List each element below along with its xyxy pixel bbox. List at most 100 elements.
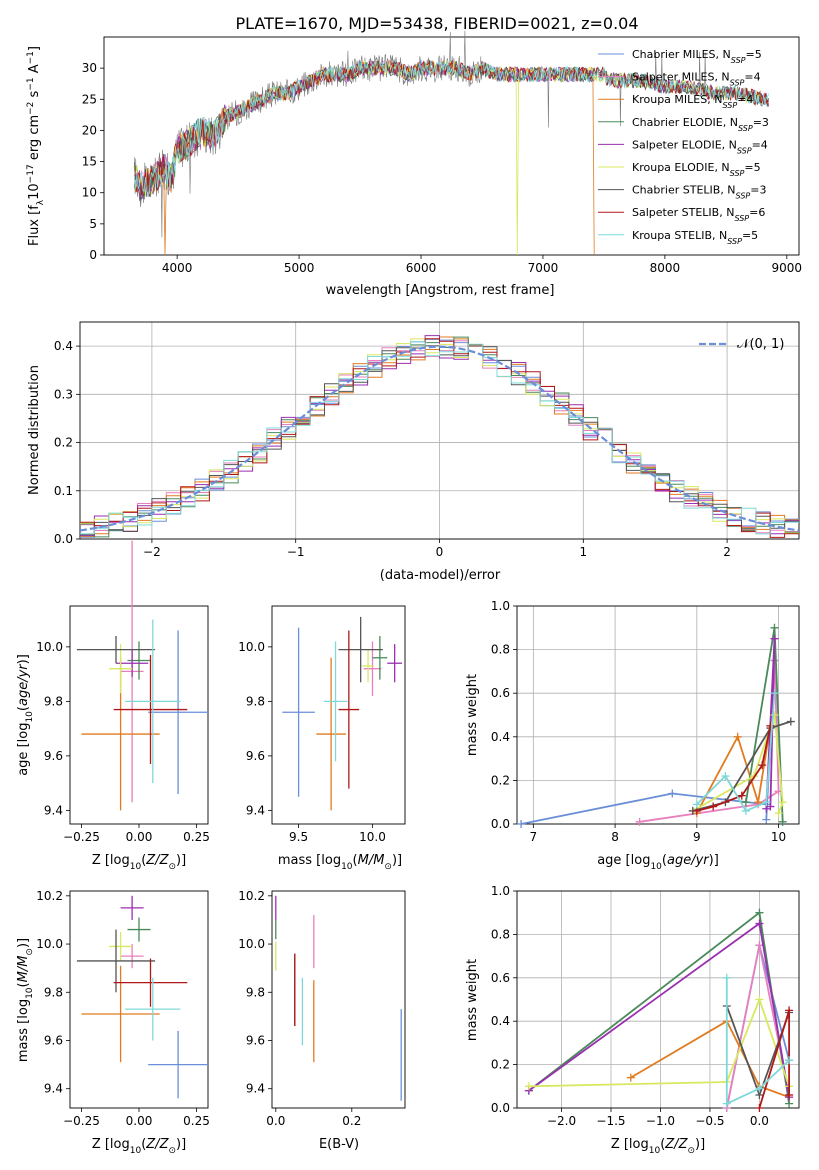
data-point-marker [755,1104,764,1112]
errorbar-plot-age-vs-Z [76,540,208,811]
data-point-marker [733,732,742,741]
errorbar-point [148,630,208,795]
errorbar-point [363,641,382,696]
y-tick-label: 30 [82,61,97,75]
x-tick-label: 8 [611,830,619,844]
y-tick-label: 0.8 [491,643,510,657]
y-tick-label: 5 [89,217,97,231]
errorbar-point [120,895,144,920]
y-tick-label: 0.1 [54,484,73,498]
errorbar-point [125,619,181,784]
data-point-marker [755,1084,764,1093]
y-axis-label: mass weight [465,674,480,756]
legend-entry: Kroupa ELODIE, NSSP=5 [632,161,761,178]
y-tick-label: 1.0 [491,884,510,898]
data-point-marker [524,1082,533,1091]
x-axis-label: age [log10(age/yr)] [597,853,719,872]
line-plot-massweight-vs-Z [524,908,794,1112]
errorbar-point [76,929,156,993]
axes-mass-vs-EBV: 0.0 0.2 9.4 9.6 9.8 10.0 10.2 [238,889,406,1128]
figure-title: PLATE=1670, MJD=53438, FIBERID=0021, z=0… [235,14,638,33]
y-tick-label: 0.4 [491,1014,510,1028]
y-tick-label: 0 [89,248,97,262]
data-point-marker [668,789,677,798]
y-tick-label: 15 [82,155,97,169]
plot-frame [69,605,209,825]
x-tick-label: 0.25 [183,830,210,844]
data-point-marker [737,791,746,800]
x-axis-label: E(B-V) [319,1137,359,1152]
x-tick-label: 9000 [772,261,803,275]
data-point-marker [721,772,730,781]
errorbar-point [338,616,383,683]
axes-mass-vs-Z: −0.25 0.00 0.25 9.4 9.6 9.8 10.0 10.2 [36,889,210,1128]
y-tick-label: 20 [82,123,97,137]
data-point-marker [762,815,771,824]
y-axis-label: Normed distribution [27,365,42,495]
y-axis-label: Flux [fλ10−17 erg cm−2 s−1 A−1] [26,46,46,246]
line-plot-massweight-vs-age [517,623,795,828]
legend-entry: 𝒩(0, 1) [737,337,784,352]
model-spectrum-line [134,60,595,256]
axes-spectrum: 4000 5000 6000 7000 8000 9000 0 5 10 15 20 25 30 [82,36,803,275]
axes-age-vs-Z: −0.25 0.00 0.25 9.4 9.6 9.8 10.0 [36,605,210,844]
data-point-marker [755,941,764,950]
errorbar-point [127,917,151,942]
x-tick-label: 2 [723,545,731,559]
data-point-marker [770,623,779,632]
y-tick-label: 9.4 [44,1082,63,1096]
y-tick-label: 9.6 [246,1033,265,1047]
y-tick-label: 9.8 [44,694,63,708]
data-point-marker [770,634,779,643]
data-point-marker [786,717,795,726]
errorbar-plot-mass-vs-Z [76,895,208,1099]
legend-entry: Salpeter MILES, NSSP=4 [632,71,761,88]
axes-massweight-vs-age: 7 8 9 10 0.0 0.2 0.4 0.6 0.8 1.0 [491,599,800,844]
x-axis-label: Z [log10(Z/Z⊙)] [92,853,186,872]
y-axis-label: age [log10(age/yr)] [16,654,35,776]
errorbar-point [338,630,360,789]
legend-entry: Chabrier ELODIE, NSSP=3 [632,116,769,133]
series-line [725,977,790,1106]
axes-massweight-vs-Z: −2.0 −1.5 −1.0 −0.5 0.0 0.0 0.2 0.4 0.6 0.8 1.0 [491,884,800,1128]
series-line [528,911,790,1104]
x-tick-label: 10 [771,830,786,844]
axes-age-vs-mass: 9.5 10.0 9.4 9.6 9.8 10.0 [238,605,406,844]
x-tick-label: 8000 [650,261,681,275]
x-axis-label: wavelength [Angstrom, rest frame] [326,283,555,298]
data-point-marker [785,1090,794,1099]
plot-frame [79,321,800,540]
spectrum-plot [134,30,769,256]
data-point-marker [722,973,731,982]
x-tick-label: 6000 [406,261,437,275]
errorbar-point [109,644,133,694]
model-spectrum-line [134,60,769,198]
data-point-marker [741,798,750,807]
data-point-marker [755,919,764,928]
errorbar-plot-mass-vs-EBV [275,895,402,1101]
data-point-marker [766,802,775,811]
x-tick-label: 0.00 [126,1114,153,1128]
plot-frame [271,605,406,825]
normal-distribution-curve [79,345,800,532]
y-tick-label: 10.0 [238,937,265,951]
y-tick-label: 10.2 [238,889,265,903]
legend-entry: Kroupa STELIB, NSSP=5 [632,229,758,246]
series-line [520,660,776,825]
errorbar-point [120,944,144,969]
y-tick-label: 0.4 [54,339,73,353]
x-tick-label: −2 [143,545,161,559]
y-tick-label: 9.6 [44,749,63,763]
plot-frame [103,36,800,256]
plot-frame [271,890,406,1109]
data-point-marker [774,809,783,818]
x-tick-label: 5000 [284,261,315,275]
legend-entry: Chabrier STELIB, NSSP=3 [632,184,766,201]
errorbar-point [148,1030,208,1099]
errorbar-point [109,931,133,961]
y-tick-label: 9.4 [44,803,63,817]
plot-frame [69,890,209,1109]
data-point-marker [635,817,644,826]
x-tick-label: −1.5 [596,1114,625,1128]
data-point-marker [770,689,779,698]
